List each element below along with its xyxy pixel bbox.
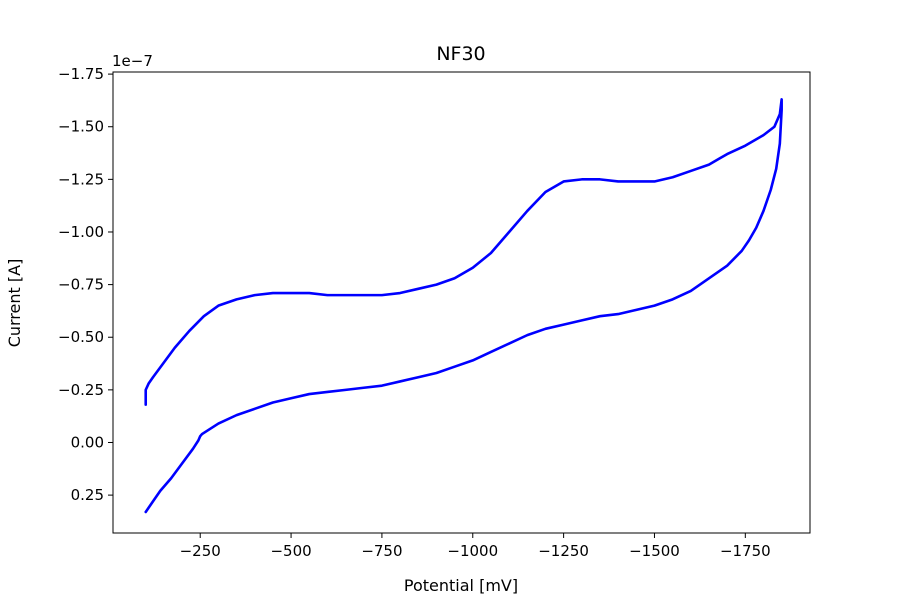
x-axis-ticks: −250 −500 −750 −1000 −1250 −1500 −1750 bbox=[180, 533, 771, 560]
x-tick-label: −250 bbox=[180, 542, 221, 560]
series-line bbox=[144, 98, 783, 514]
y-tick-label: −1.75 bbox=[58, 65, 104, 83]
y-axis-ticks: −1.75 −1.50 −1.25 −1.00 −0.75 −0.50 −0.25 0.00 0… bbox=[58, 65, 113, 504]
x-tick-label: −1750 bbox=[720, 542, 771, 560]
y-tick-label: −0.25 bbox=[58, 381, 104, 399]
plot-series bbox=[144, 98, 783, 514]
plot-frame bbox=[112, 71, 811, 534]
x-tick-label: −1500 bbox=[629, 542, 680, 560]
y-tick-label: −0.75 bbox=[58, 276, 104, 294]
x-tick-label: −1000 bbox=[447, 542, 498, 560]
x-tick-label: −750 bbox=[361, 542, 402, 560]
y-tick-label: −0.50 bbox=[58, 328, 104, 346]
y-tick-label: 0.00 bbox=[71, 433, 104, 451]
y-axis-offset-text: 1e−7 bbox=[112, 52, 153, 70]
y-tick-label: −1.25 bbox=[58, 170, 104, 188]
y-axis-label: Current [A] bbox=[5, 259, 24, 348]
y-tick-label: −1.00 bbox=[58, 223, 104, 241]
chart-title: NF30 bbox=[436, 43, 485, 65]
x-axis-label: Potential [mV] bbox=[404, 576, 518, 595]
y-tick-label: −1.50 bbox=[58, 118, 104, 136]
x-tick-label: −1250 bbox=[538, 542, 589, 560]
x-tick-label: −500 bbox=[270, 542, 311, 560]
y-tick-label: 0.25 bbox=[71, 486, 104, 504]
